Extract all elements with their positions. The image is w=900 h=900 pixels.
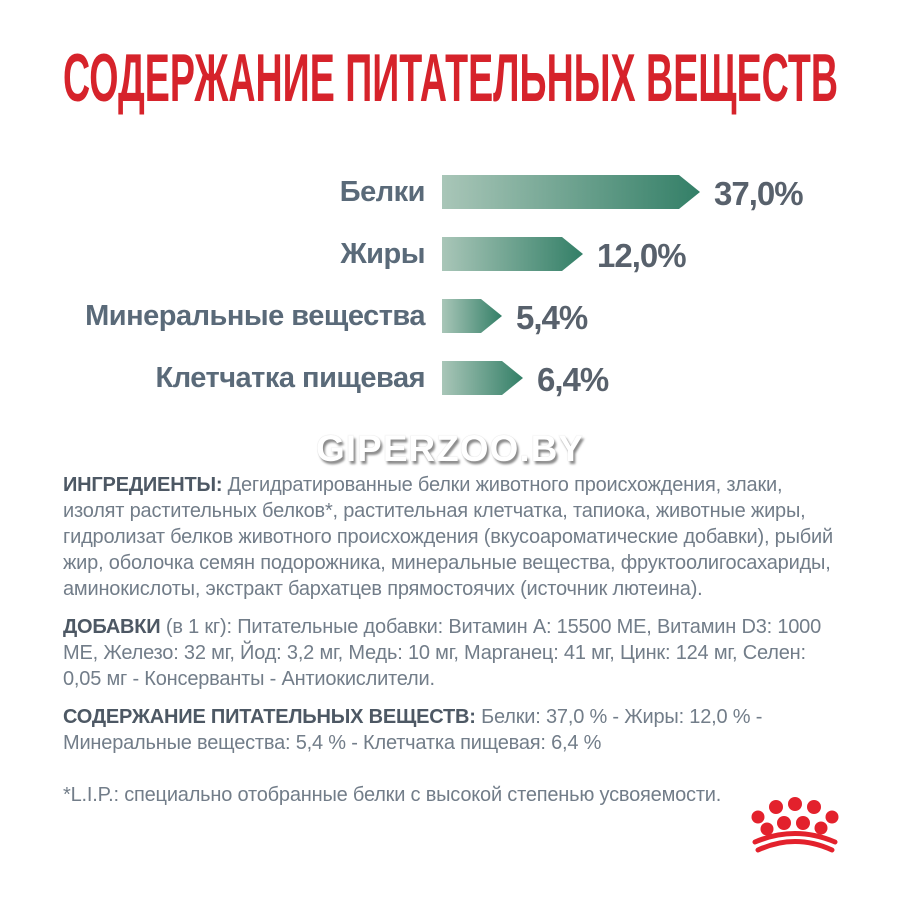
chart-row-proteins: Белки 37,0% bbox=[63, 175, 804, 212]
lip-footnote-text: *L.I.P.: специально отобранные белки с в… bbox=[63, 784, 722, 806]
bar-label: Жиры bbox=[340, 238, 425, 270]
bar-proteins bbox=[442, 175, 700, 209]
info-text-block: ИНГРЕДИЕНТЫ: Дегидратированные белки жив… bbox=[63, 472, 842, 820]
ingredients-text: Дегидратированные белки животного происх… bbox=[63, 474, 833, 600]
additives-lead: ДОБАВКИ bbox=[63, 616, 161, 638]
bar-value: 5,4% bbox=[516, 299, 588, 336]
composition-lead: СОДЕРЖАНИЕ ПИТАТЕЛЬНЫХ ВЕЩЕСТВ: bbox=[63, 706, 476, 728]
bar-fats bbox=[442, 237, 583, 271]
chart-row-minerals: Минеральные вещества 5,4% bbox=[63, 299, 803, 336]
additives-paragraph: ДОБАВКИ (в 1 кг): Питательные добавки: В… bbox=[63, 614, 842, 692]
lip-footnote: *L.I.P.: специально отобранные белки с в… bbox=[63, 782, 842, 808]
bar-value: 6,4% bbox=[537, 361, 609, 398]
nutrition-bar-chart: Белки 37,0% Жиры 12,0% Минеральные вещес… bbox=[63, 175, 804, 398]
composition-paragraph: СОДЕРЖАНИЕ ПИТАТЕЛЬНЫХ ВЕЩЕСТВ: Белки: 3… bbox=[63, 704, 842, 756]
chart-row-fiber: Клетчатка пищевая 6,4% bbox=[63, 361, 803, 398]
royal-canin-crown-icon bbox=[751, 797, 839, 853]
bar-label: Клетчатка пищевая bbox=[155, 362, 426, 394]
bar-fiber bbox=[442, 361, 523, 395]
bar-label: Белки bbox=[339, 176, 426, 208]
giperzoo-watermark: GIPERZOO.BY bbox=[316, 428, 584, 469]
page-title: СОДЕРЖАНИЕ ПИТАТЕЛЬНЫХ ВЕЩЕСТВ bbox=[63, 40, 838, 116]
bar-label: Минеральные вещества bbox=[85, 300, 425, 332]
page-title-text: СОДЕРЖАНИЕ ПИТАТЕЛЬНЫХ ВЕЩЕСТВ bbox=[63, 40, 838, 116]
ingredients-lead: ИНГРЕДИЕНТЫ: bbox=[63, 474, 223, 496]
bar-value: 37,0% bbox=[714, 175, 804, 212]
composition-text: Белки: 37,0 % - Жиры: 12,0 % - Минеральн… bbox=[63, 706, 763, 754]
chart-row-fats: Жиры 12,0% bbox=[63, 237, 803, 274]
ingredients-paragraph: ИНГРЕДИЕНТЫ: Дегидратированные белки жив… bbox=[63, 472, 842, 602]
additives-text: (в 1 кг): Питательные добавки: Витамин A… bbox=[63, 616, 822, 690]
bar-minerals bbox=[442, 299, 502, 333]
bar-value: 12,0% bbox=[597, 237, 687, 274]
